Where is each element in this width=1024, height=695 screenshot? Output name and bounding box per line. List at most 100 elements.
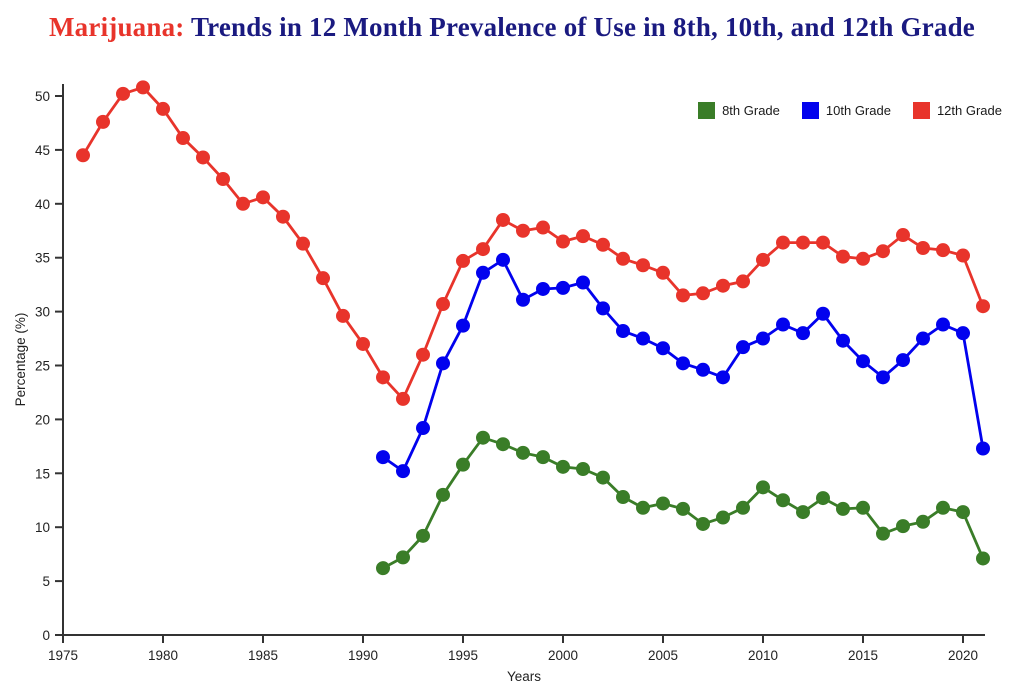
data-point-10th-grade — [596, 301, 610, 316]
data-point-12th-grade — [456, 253, 470, 268]
data-point-8th-grade — [576, 461, 590, 476]
y-tick-label: 40 — [35, 197, 50, 212]
data-point-10th-grade — [776, 317, 790, 332]
data-point-10th-grade — [676, 356, 690, 371]
data-point-8th-grade — [716, 510, 730, 525]
x-tick-label: 1980 — [148, 648, 178, 663]
data-point-12th-grade — [76, 148, 90, 163]
data-point-12th-grade — [596, 237, 610, 252]
data-point-10th-grade — [576, 275, 590, 290]
data-point-12th-grade — [936, 243, 950, 258]
data-point-10th-grade — [856, 354, 870, 369]
data-point-12th-grade — [696, 286, 710, 301]
y-tick-label: 35 — [35, 251, 50, 266]
data-point-8th-grade — [476, 430, 490, 445]
data-point-10th-grade — [976, 441, 990, 456]
data-point-12th-grade — [96, 114, 110, 129]
data-point-8th-grade — [736, 500, 750, 515]
data-point-12th-grade — [136, 80, 150, 95]
data-point-10th-grade — [396, 464, 410, 479]
y-tick-label: 0 — [42, 628, 50, 643]
x-tick-label: 1975 — [48, 648, 78, 663]
x-tick-label: 2010 — [748, 648, 778, 663]
data-point-10th-grade — [436, 356, 450, 371]
x-tick-label: 2015 — [848, 648, 878, 663]
data-point-10th-grade — [896, 353, 910, 368]
data-point-10th-grade — [556, 280, 570, 295]
data-point-12th-grade — [476, 242, 490, 257]
y-tick-label: 25 — [35, 359, 50, 374]
x-tick-label: 2005 — [648, 648, 678, 663]
data-point-12th-grade — [496, 212, 510, 227]
chart-title-main: Trends in 12 Month Prevalence of Use in … — [190, 12, 975, 42]
y-tick-label: 10 — [35, 520, 50, 535]
data-point-12th-grade — [756, 252, 770, 267]
data-point-10th-grade — [536, 281, 550, 296]
legend-swatch-12th-grade — [912, 102, 930, 119]
data-point-8th-grade — [756, 480, 770, 495]
data-point-10th-grade — [816, 306, 830, 321]
x-axis-title: Years — [507, 669, 541, 684]
data-point-8th-grade — [916, 514, 930, 529]
data-point-12th-grade — [396, 391, 410, 406]
legend-item-8th-grade: 8th Grade — [698, 102, 780, 119]
y-tick-label: 20 — [35, 412, 50, 427]
data-point-10th-grade — [416, 421, 430, 436]
y-tick-label: 45 — [35, 143, 50, 158]
data-point-8th-grade — [536, 450, 550, 465]
x-tick-label: 2000 — [548, 648, 578, 663]
data-point-12th-grade — [376, 370, 390, 385]
data-point-12th-grade — [896, 228, 910, 243]
data-point-10th-grade — [616, 324, 630, 339]
data-point-10th-grade — [636, 331, 650, 346]
data-point-8th-grade — [496, 437, 510, 452]
data-point-8th-grade — [876, 526, 890, 541]
data-point-8th-grade — [696, 516, 710, 531]
data-point-10th-grade — [696, 362, 710, 377]
data-point-8th-grade — [816, 491, 830, 506]
y-tick-label: 50 — [35, 89, 50, 104]
data-point-8th-grade — [376, 561, 390, 576]
data-point-8th-grade — [936, 500, 950, 515]
data-point-12th-grade — [176, 131, 190, 146]
x-tick-label: 2020 — [948, 648, 978, 663]
data-point-12th-grade — [536, 220, 550, 235]
data-point-8th-grade — [776, 493, 790, 508]
data-point-10th-grade — [796, 326, 810, 341]
data-point-12th-grade — [316, 271, 330, 286]
y-tick-label: 15 — [35, 466, 50, 481]
x-tick-label: 1990 — [348, 648, 378, 663]
data-point-12th-grade — [956, 248, 970, 263]
data-point-12th-grade — [216, 172, 230, 187]
data-point-8th-grade — [676, 501, 690, 516]
data-point-8th-grade — [956, 505, 970, 520]
data-point-12th-grade — [256, 190, 270, 205]
data-point-8th-grade — [596, 470, 610, 485]
data-point-12th-grade — [336, 308, 350, 323]
data-point-12th-grade — [676, 288, 690, 303]
data-point-12th-grade — [816, 235, 830, 250]
legend-item-12th-grade: 12th Grade — [912, 102, 1002, 119]
data-point-10th-grade — [876, 370, 890, 385]
data-point-12th-grade — [776, 235, 790, 250]
data-point-10th-grade — [936, 317, 950, 332]
data-point-12th-grade — [716, 278, 730, 293]
legend-swatch-10th-grade — [801, 102, 819, 119]
legend-label-8th-grade: 8th Grade — [722, 103, 780, 118]
data-point-12th-grade — [516, 223, 530, 238]
data-point-12th-grade — [156, 101, 170, 116]
data-point-12th-grade — [636, 258, 650, 273]
data-point-8th-grade — [976, 551, 990, 566]
data-point-10th-grade — [476, 265, 490, 280]
data-point-8th-grade — [416, 528, 430, 543]
data-point-12th-grade — [736, 274, 750, 289]
data-point-8th-grade — [636, 500, 650, 515]
data-point-12th-grade — [796, 235, 810, 250]
data-point-12th-grade — [296, 236, 310, 251]
data-point-12th-grade — [656, 265, 670, 280]
data-point-12th-grade — [576, 229, 590, 244]
data-point-12th-grade — [976, 299, 990, 314]
data-point-10th-grade — [376, 450, 390, 465]
y-tick-label: 30 — [35, 305, 50, 320]
